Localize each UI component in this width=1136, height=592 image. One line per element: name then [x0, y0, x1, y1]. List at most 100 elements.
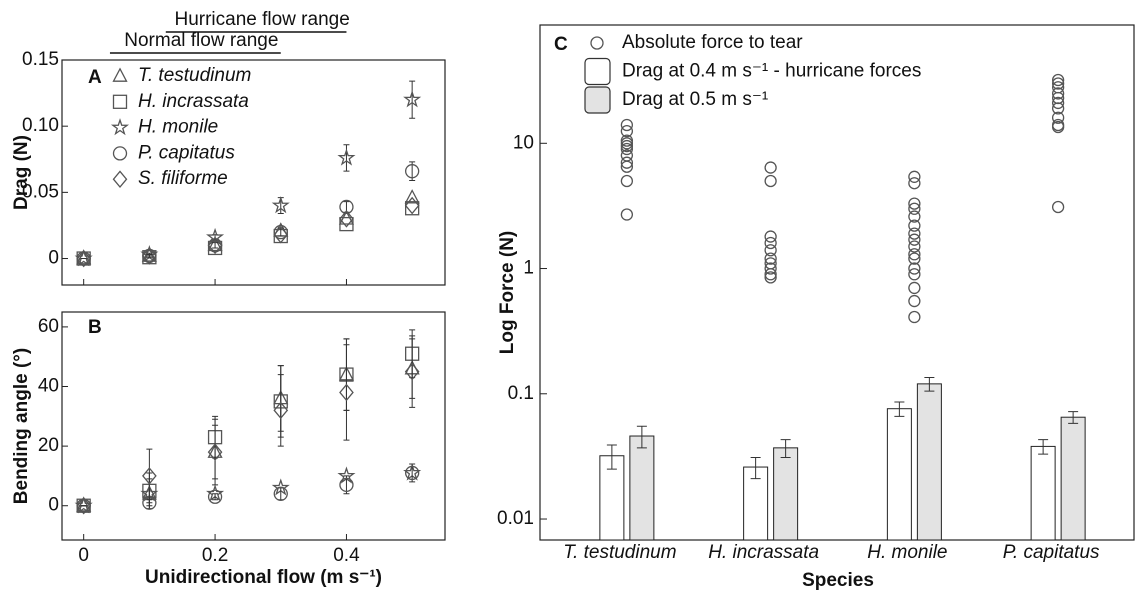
error-bar [894, 401, 905, 417]
marker [339, 383, 354, 402]
marker [76, 249, 92, 268]
panel-label: A [88, 67, 102, 88]
marker [339, 210, 354, 228]
marker [764, 244, 777, 257]
marker [764, 161, 777, 174]
marker [764, 268, 777, 281]
marker [273, 486, 288, 501]
x-tick-label: T. testudinum [563, 542, 676, 563]
legend-label: Drag at 0.4 m s⁻¹ - hurricane forces [622, 61, 921, 82]
marker [207, 489, 223, 504]
marker [908, 310, 921, 324]
marker [908, 294, 921, 308]
error-bar [212, 418, 219, 486]
legend-label: Absolute force to tear [622, 32, 803, 53]
y-tick-label: 0.10 [22, 115, 59, 136]
marker [908, 219, 921, 232]
marker [908, 177, 921, 190]
flow-range-label: Normal flow range [124, 30, 278, 51]
error-bar [212, 242, 219, 249]
marker [620, 160, 634, 173]
marker [339, 199, 354, 215]
bar [599, 455, 625, 541]
marker [908, 227, 921, 240]
marker [1051, 120, 1065, 134]
bar [629, 435, 655, 541]
marker [764, 271, 777, 284]
legend-label: H. monile [138, 117, 218, 138]
x-tick-label: P. capitatus [1003, 542, 1100, 563]
y-tick-label: 0 [48, 248, 59, 269]
marker [764, 174, 777, 188]
bar [886, 408, 912, 541]
marker [1051, 102, 1065, 115]
y-tick-label: 10 [513, 132, 534, 153]
marker [908, 281, 921, 295]
marker [76, 497, 92, 512]
x-tick-label: H. monile [867, 542, 947, 563]
marker [1051, 87, 1065, 100]
marker [764, 230, 777, 243]
marker [908, 170, 921, 183]
marker [404, 362, 420, 381]
y-tick-label: 1 [523, 258, 534, 279]
marker [405, 164, 420, 179]
error-bar [146, 254, 153, 258]
marker [620, 174, 634, 188]
y-tick-label: 0.1 [508, 383, 534, 404]
y-tick-label: 0 [48, 495, 59, 516]
legend-label: Drag at 0.5 m s⁻¹ [622, 89, 768, 110]
x-tick-label: 0 [78, 545, 89, 566]
marker [908, 268, 921, 281]
marker [908, 197, 921, 210]
marker [908, 252, 921, 265]
marker [339, 477, 354, 493]
marker [405, 201, 420, 216]
plot-frame [61, 59, 446, 286]
error-bar [343, 344, 350, 441]
x-tick-label: 0.4 [333, 545, 360, 566]
marker [339, 216, 354, 232]
bar [1060, 416, 1086, 541]
marker [273, 225, 289, 244]
marker [1051, 200, 1065, 214]
error-bar [924, 376, 935, 392]
marker [908, 233, 921, 246]
legend-label: H. incrassata [138, 91, 249, 112]
error-bar [409, 80, 416, 119]
marker [908, 210, 921, 223]
marker [142, 247, 157, 265]
marker [337, 148, 356, 166]
marker [404, 196, 420, 215]
error-bar [409, 335, 416, 408]
x-axis-label: Unidirectional flow (m s⁻¹) [145, 567, 382, 588]
marker [764, 252, 777, 265]
marker [271, 196, 290, 214]
legend-marker [110, 118, 130, 136]
flow-range-label: Hurricane flow range [174, 9, 349, 30]
marker [620, 156, 634, 169]
error-bar [1038, 439, 1049, 455]
error-bar [780, 439, 791, 458]
marker [76, 496, 92, 515]
y-tick-label: 0.15 [22, 49, 59, 70]
marker [764, 236, 777, 250]
x-tick-label: H. incrassata [708, 542, 819, 563]
error-bar [606, 444, 617, 470]
marker [207, 443, 223, 461]
y-tick-label: 0.05 [22, 181, 59, 202]
marker [908, 262, 921, 275]
legend-marker [112, 67, 128, 82]
marker [403, 90, 422, 108]
marker [620, 142, 634, 156]
y-tick-label: 60 [38, 316, 59, 337]
panel-label: B [88, 317, 102, 338]
legend-swatch [584, 86, 611, 114]
legend-marker [590, 36, 604, 50]
legend-marker [112, 146, 128, 161]
marker [764, 262, 777, 275]
marker [207, 236, 223, 255]
marker [908, 240, 921, 253]
error-bar [1068, 411, 1079, 424]
x-tick-label: 0.2 [202, 545, 228, 566]
